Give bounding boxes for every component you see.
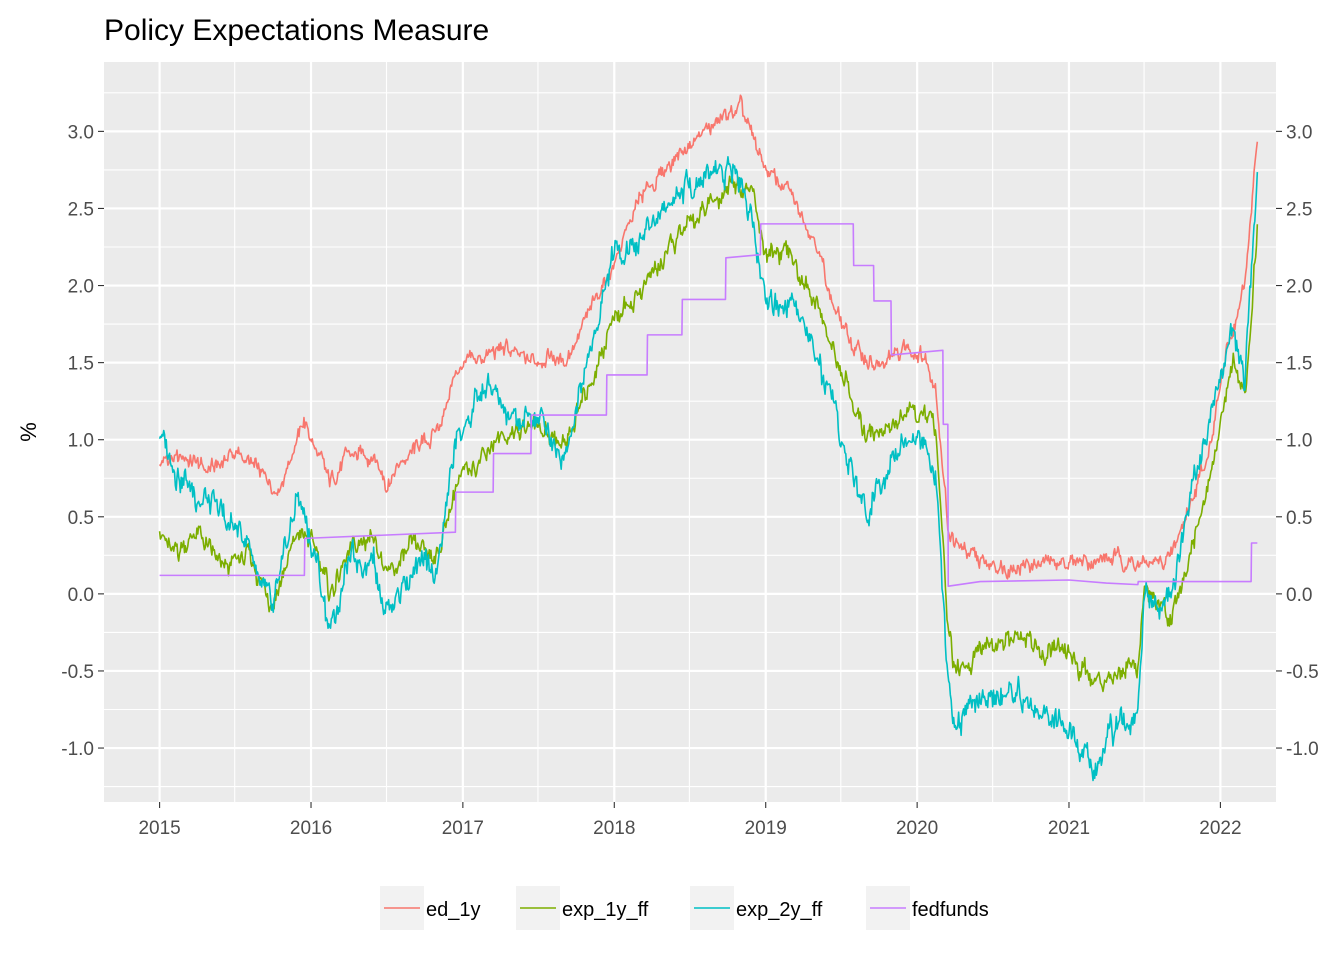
- y-tick-label-right: 2.0: [1286, 277, 1312, 298]
- x-tick-label: 2021: [1048, 818, 1090, 839]
- series-line-exp_1y_ff: [158, 175, 1259, 693]
- y-tick-label-left: 2.0: [68, 277, 94, 298]
- legend-item: exp_2y_ff: [690, 886, 823, 930]
- legend-label: ed_1y: [426, 899, 481, 921]
- x-tick-label: 2016: [290, 818, 332, 839]
- y-tick-label-left: 1.0: [68, 431, 94, 452]
- legend-item: ed_1y: [380, 886, 481, 930]
- y-tick-label-right: 2.5: [1286, 199, 1312, 220]
- series-line-ed_1y: [158, 94, 1259, 580]
- y-tick-labels-left: -1.0 -0.5 0.0 0.5 1.0 1.5 2.0 2.5 3.0: [61, 122, 94, 760]
- series-layer: [158, 94, 1259, 782]
- y-tick-label-left: -0.5: [61, 662, 94, 683]
- x-tick-label: 2019: [745, 818, 787, 839]
- major-gridlines: [104, 62, 1276, 802]
- y-tick-label-right: -0.5: [1286, 662, 1319, 683]
- y-tick-label-right: -1.0: [1286, 739, 1319, 760]
- legend-label: fedfunds: [912, 899, 989, 921]
- y-tick-label-right: 3.0: [1286, 122, 1312, 143]
- series-line-exp_2y_ff: [158, 156, 1259, 782]
- y-tick-label-left: 0.5: [68, 508, 94, 529]
- minor-gridlines: [104, 62, 1276, 802]
- y-tick-label-left: 1.5: [68, 354, 94, 375]
- x-tick-labels: 2015 2016 2017 2018 2019 2020 2021 2022: [138, 818, 1241, 839]
- legend-item: fedfunds: [866, 886, 989, 930]
- legend: ed_1y exp_1y_ff exp_2y_ff fedfunds: [380, 886, 989, 930]
- y-tick-label-right: 1.0: [1286, 431, 1312, 452]
- y-tick-label-right: 0.5: [1286, 508, 1312, 529]
- y-tick-label-right: 1.5: [1286, 354, 1312, 375]
- y-tick-label-left: -1.0: [61, 739, 94, 760]
- x-tick-label: 2020: [896, 818, 938, 839]
- x-tick-label: 2018: [593, 818, 635, 839]
- legend-label: exp_2y_ff: [736, 899, 823, 921]
- chart-title: Policy Expectations Measure: [104, 14, 489, 47]
- y-axis-title: %: [16, 422, 41, 442]
- x-tick-label: 2017: [442, 818, 484, 839]
- legend-item: exp_1y_ff: [516, 886, 649, 930]
- x-tick-label: 2015: [138, 818, 180, 839]
- x-tick-label: 2022: [1199, 818, 1241, 839]
- y-tick-labels-right: -1.0 -0.5 0.0 0.5 1.0 1.5 2.0 2.5 3.0: [1286, 122, 1319, 760]
- y-tick-label-left: 3.0: [68, 122, 94, 143]
- series-line-fedfunds: [159, 223, 1258, 587]
- legend-label: exp_1y_ff: [562, 899, 649, 921]
- plot-panel: [104, 62, 1276, 802]
- y-tick-label-left: 2.5: [68, 199, 94, 220]
- y-tick-label-left: 0.0: [68, 585, 94, 606]
- y-tick-label-right: 0.0: [1286, 585, 1312, 606]
- axis-ticks: [98, 130, 1282, 808]
